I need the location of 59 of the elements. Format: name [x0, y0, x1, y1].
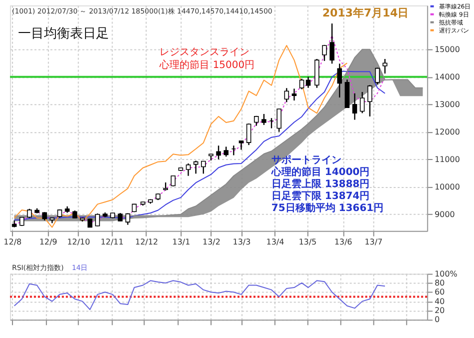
x-tick-label: 13/2 — [202, 237, 220, 246]
y-tick-label: 0 — [434, 315, 440, 324]
candlestick — [201, 160, 206, 174]
x-tick-label: 12/12 — [135, 237, 158, 246]
y-tick-label: 14000 — [434, 72, 460, 82]
y-tick-label: 15000 — [434, 44, 460, 54]
candlestick — [276, 108, 282, 132]
x-tick-label: 13/6 — [334, 237, 352, 246]
candlestick — [238, 140, 244, 150]
candlestick — [292, 88, 297, 102]
line-series — [14, 280, 386, 310]
candlestick — [224, 146, 228, 158]
candlestick — [382, 58, 388, 74]
x-tick-label: 13/7 — [364, 237, 383, 246]
candlestick — [95, 212, 100, 227]
y-tick-label: 11000 — [434, 154, 460, 164]
candlestick — [284, 88, 290, 103]
candlestick — [262, 113, 266, 126]
candlestick — [216, 145, 221, 160]
annotation: 心理的節目 15000円 — [158, 59, 255, 72]
candlestick — [330, 22, 334, 64]
candlestick — [193, 160, 198, 174]
x-tick-label: 13/1 — [172, 237, 190, 246]
candlestick — [246, 122, 252, 146]
x-tick-label: 13/4 — [266, 237, 284, 246]
candlestick — [299, 78, 304, 90]
annotation: レジスタンスライン — [160, 47, 250, 58]
annotation: 日足雲下限 13874円 — [271, 190, 370, 202]
candlestick — [186, 162, 191, 176]
y-tick-label: 20 — [434, 306, 445, 315]
x-tick-label: 12/11 — [100, 237, 124, 246]
candlestick — [306, 76, 311, 88]
y-tick-label: 80 — [434, 278, 445, 288]
candlestick — [322, 44, 327, 62]
y-tick-label: 9000 — [434, 210, 455, 219]
annotation: 心理的節目 14000円 — [270, 166, 370, 178]
annotation: 2013年7月14日 — [322, 6, 409, 20]
y-tick-label: 60 — [434, 288, 445, 297]
x-tick-label: 12/8 — [4, 237, 22, 246]
x-tick-label: 13/5 — [298, 237, 317, 246]
candlestick — [374, 67, 380, 85]
y-tick-label: 13000 — [434, 100, 460, 109]
annotation: 日足雲上限 13888円 — [271, 178, 370, 190]
annotation: サポートライン — [271, 155, 342, 166]
y-tick-label: 40 — [434, 296, 445, 306]
text: 一目均衡表日足 — [18, 26, 109, 42]
y-tick-label: 12000 — [434, 127, 460, 136]
candlestick — [360, 91, 365, 114]
candlestick — [352, 92, 358, 120]
x-tick-label: 12/9 — [39, 237, 58, 246]
candlestick — [170, 175, 176, 187]
y-tick-label: 100% — [434, 269, 458, 278]
candlestick — [367, 84, 372, 118]
candlestick — [27, 208, 32, 219]
x-tick-label: 13/3 — [232, 237, 251, 246]
x-tick-label: 12/10 — [67, 237, 90, 246]
y-tick-label: 10000 — [434, 182, 460, 192]
candlestick — [337, 63, 342, 98]
annotation: 75日移動平均 13661円 — [271, 202, 384, 214]
